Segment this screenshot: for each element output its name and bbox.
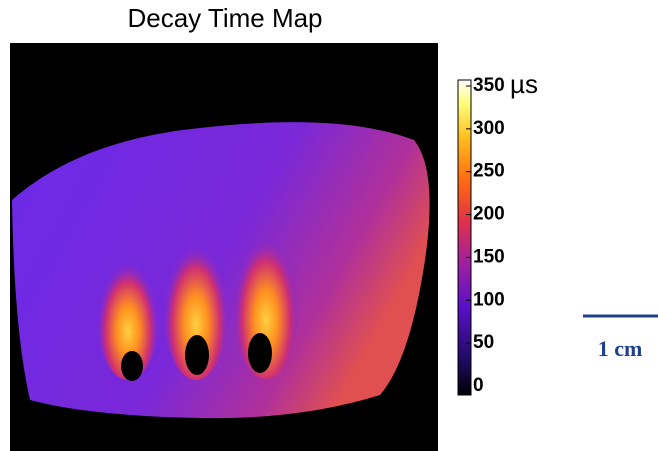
colorbar-tick-label: 50 (473, 332, 494, 353)
colorbar-tick-label: 350 (473, 75, 505, 96)
colorbar-tick-label: 300 (473, 118, 505, 139)
title: Decay Time Map (127, 3, 322, 33)
page: {"title": "Decay Time Map", "colorbar": … (0, 0, 658, 451)
colorbar-tick-label: 0 (473, 375, 484, 396)
colorbar (458, 80, 471, 395)
colorbar-tick-label: 250 (473, 161, 505, 182)
colorbar-tick-label: 200 (473, 204, 505, 225)
colorbar-unit: µs (510, 69, 538, 99)
decay-image (10, 43, 438, 451)
colorbar-tick-label: 100 (473, 289, 505, 310)
scale-bar-label: 1 cm (598, 336, 643, 361)
figure: Decay Time Map µs 1 cm 0 50 100 150 200 250 30… (0, 0, 658, 451)
colorbar-tick-label: 150 (473, 246, 505, 267)
